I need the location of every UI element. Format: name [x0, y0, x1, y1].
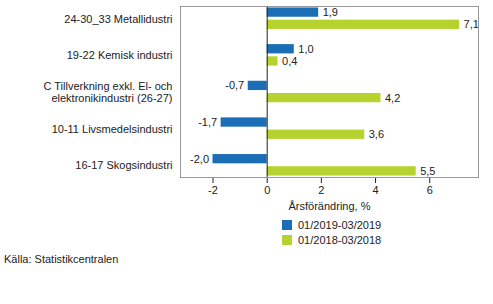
svg-text:1,9: 1,9 [323, 6, 338, 18]
svg-text:1,0: 1,0 [298, 43, 313, 55]
svg-text:-0,7: -0,7 [225, 79, 244, 91]
html-text:Källa: Statistikcentralen: Källa: Statistikcentralen [4, 253, 119, 265]
html-text:01/2019-03/2019: 01/2019-03/2019 [298, 218, 382, 231]
svg-text:24-30_33 Metallidustri: 24-30_33 Metallidustri [64, 13, 172, 25]
svg-text:4,2: 4,2 [385, 92, 400, 104]
svg-text:10-11 Livsmedelsindustri: 10-11 Livsmedelsindustri [52, 123, 173, 135]
svg-text:Årsförändring, %: Årsförändring, % [289, 200, 371, 212]
svg-text:16-17 Skogsindustri: 16-17 Skogsindustri [75, 159, 172, 171]
svg-text:-1,7: -1,7 [198, 116, 217, 128]
svg-text:0: 0 [264, 184, 270, 196]
svg-text:C Tillverkning exkl. El- ochel: C Tillverkning exkl. El- ochelektronikin… [44, 80, 173, 104]
svg-text:6: 6 [427, 184, 433, 196]
svg-text:0,4: 0,4 [282, 55, 297, 67]
svg-text:4: 4 [372, 184, 378, 196]
svg-text:-2: -2 [208, 184, 218, 196]
svg-text:19-22 Kemisk industri: 19-22 Kemisk industri [67, 49, 173, 61]
svg-text:7,1: 7,1 [464, 18, 479, 30]
svg-text:5,5: 5,5 [420, 165, 435, 177]
html-text:01/2018-03/2018: 01/2018-03/2018 [298, 233, 382, 246]
svg-text:-2,0: -2,0 [190, 153, 209, 165]
svg-text:3,6: 3,6 [369, 128, 384, 140]
svg-text:2: 2 [318, 184, 324, 196]
